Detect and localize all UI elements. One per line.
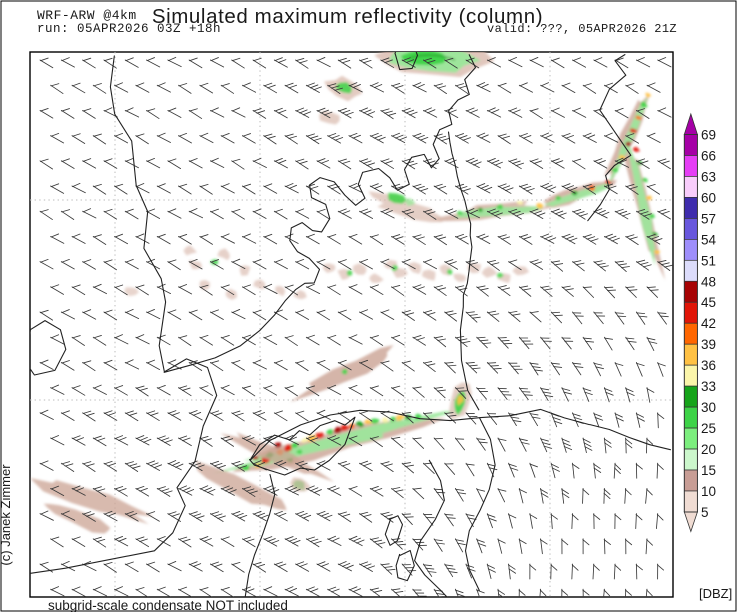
- svg-text:66: 66: [701, 149, 716, 164]
- svg-text:39: 39: [701, 337, 716, 352]
- svg-text:48: 48: [701, 274, 716, 289]
- svg-text:20: 20: [701, 442, 716, 457]
- svg-text:51: 51: [701, 253, 716, 268]
- svg-text:10: 10: [701, 484, 716, 499]
- svg-text:[DBZ]: [DBZ]: [699, 586, 732, 601]
- svg-text:15: 15: [701, 463, 716, 478]
- svg-text:25: 25: [701, 421, 716, 436]
- svg-text:36: 36: [701, 358, 716, 373]
- svg-text:42: 42: [701, 316, 716, 331]
- svg-text:33: 33: [701, 379, 716, 394]
- svg-text:5: 5: [701, 505, 709, 520]
- svg-text:54: 54: [701, 232, 717, 247]
- svg-text:60: 60: [701, 190, 716, 205]
- svg-text:63: 63: [701, 169, 716, 184]
- svg-text:69: 69: [701, 128, 716, 143]
- svg-text:45: 45: [701, 295, 716, 310]
- svg-text:57: 57: [701, 211, 716, 226]
- svg-text:30: 30: [701, 400, 716, 415]
